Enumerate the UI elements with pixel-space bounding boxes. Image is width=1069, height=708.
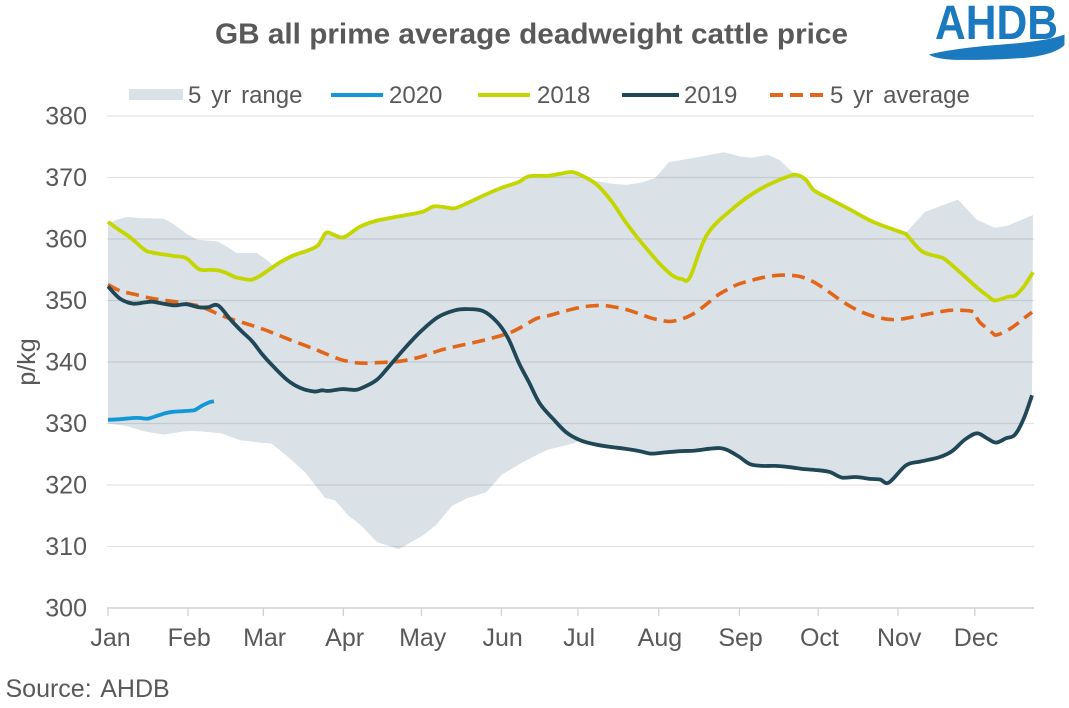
svg-text:350: 350: [45, 287, 87, 315]
svg-text:2019: 2019: [684, 82, 737, 109]
svg-text:310: 310: [45, 533, 87, 561]
svg-text:5 yr range: 5 yr range: [188, 82, 302, 109]
svg-text:5 yr average: 5 yr average: [830, 82, 970, 109]
svg-text:Mar: Mar: [243, 624, 286, 652]
svg-text:GB all prime average deadweigh: GB all prime average deadweight cattle p…: [215, 19, 848, 51]
svg-text:330: 330: [45, 410, 87, 438]
svg-text:Jun: Jun: [482, 624, 522, 652]
svg-text:Apr: Apr: [325, 624, 364, 652]
svg-text:Nov: Nov: [877, 624, 922, 652]
svg-text:380: 380: [45, 103, 87, 131]
svg-text:p/kg: p/kg: [13, 338, 41, 385]
svg-text:Oct: Oct: [800, 624, 839, 652]
svg-text:Jul: Jul: [563, 624, 595, 652]
svg-text:Jan: Jan: [90, 624, 130, 652]
svg-text:370: 370: [45, 164, 87, 192]
svg-text:300: 300: [45, 595, 87, 623]
svg-text:360: 360: [45, 226, 87, 254]
svg-text:Feb: Feb: [168, 624, 211, 652]
svg-text:2020: 2020: [389, 82, 442, 109]
svg-text:340: 340: [45, 349, 87, 377]
svg-text:Dec: Dec: [954, 624, 998, 652]
svg-text:2018: 2018: [537, 82, 590, 109]
svg-text:Sep: Sep: [718, 624, 762, 652]
svg-text:Aug: Aug: [638, 624, 682, 652]
svg-text:Source: AHDB: Source: AHDB: [6, 675, 170, 703]
svg-text:320: 320: [45, 472, 87, 500]
svg-text:May: May: [399, 624, 447, 652]
